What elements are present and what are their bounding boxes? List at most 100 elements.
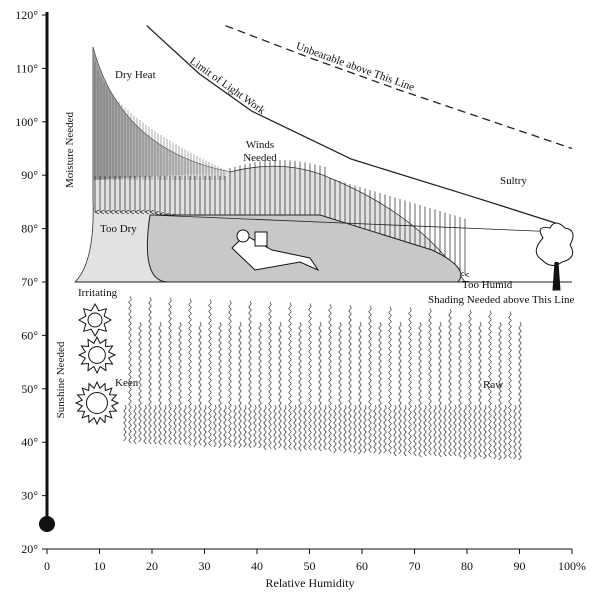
squiggle	[188, 298, 192, 446]
x-tick-label: 100%	[558, 559, 586, 573]
squiggle	[343, 404, 347, 454]
squiggle	[448, 308, 452, 457]
squiggle	[383, 404, 387, 454]
limit-line	[146, 25, 557, 224]
annotation: Keen	[115, 377, 139, 389]
squiggle	[463, 404, 467, 460]
squiggle	[198, 321, 202, 446]
annotation: Dry Heat	[115, 69, 156, 81]
limit-line	[225, 25, 573, 150]
squiggle	[513, 404, 517, 460]
y-tick-label: 90°	[21, 168, 38, 182]
squiggle	[268, 301, 272, 449]
squiggle	[138, 321, 142, 443]
squiggle	[438, 321, 442, 458]
x-tick-label: 60	[356, 559, 368, 573]
comfort-zone	[146, 214, 462, 283]
annotation: Sultry	[500, 175, 527, 187]
sun-face	[86, 392, 108, 414]
squiggle	[278, 321, 282, 449]
squiggle	[403, 404, 407, 457]
squiggle	[208, 299, 212, 447]
squiggle	[203, 404, 207, 448]
y-label: Sunshine Needed	[55, 341, 67, 418]
tree-icon	[535, 222, 574, 291]
squiggle	[423, 404, 427, 457]
squiggle	[468, 309, 472, 457]
squiggle	[168, 297, 172, 445]
squiggle	[238, 321, 242, 449]
y-tick-label: 110°	[16, 61, 39, 75]
squiggle	[218, 321, 222, 449]
y-tick-label: 100°	[15, 115, 38, 129]
annotation: Irritating	[78, 287, 118, 299]
x-axis-label: Relative Humidity	[266, 576, 355, 590]
annotation: Too Humid	[462, 279, 513, 291]
squiggle	[483, 404, 487, 460]
squiggle	[143, 404, 147, 445]
squiggle	[328, 304, 332, 452]
squiggle	[473, 404, 477, 460]
x-tick-label: 80	[461, 559, 473, 573]
squiggle	[248, 300, 252, 449]
sun-face	[88, 346, 106, 364]
squiggle	[398, 321, 402, 455]
squiggle	[173, 404, 177, 445]
squiggle	[158, 321, 162, 446]
squiggle	[133, 404, 137, 445]
squiggle	[228, 300, 232, 448]
squiggle	[163, 404, 167, 445]
squiggle	[123, 404, 127, 442]
x-tick-label: 20	[146, 559, 158, 573]
squiggle	[223, 404, 227, 448]
x-tick-label: 50	[304, 559, 316, 573]
squiggle	[193, 404, 197, 448]
squiggle	[298, 321, 302, 452]
squiggle	[368, 305, 372, 453]
squiggle	[283, 404, 287, 451]
x-tick-label: 30	[199, 559, 211, 573]
squiggle	[358, 321, 362, 455]
squiggle	[253, 404, 257, 448]
dry-heat-shade	[93, 47, 230, 180]
squiggle	[378, 321, 382, 455]
squiggle	[433, 404, 437, 457]
squiggle	[393, 404, 397, 457]
squiggle	[128, 296, 132, 444]
squiggle	[313, 404, 317, 451]
x-tick-label: 40	[251, 559, 263, 573]
squiggle	[498, 321, 502, 461]
sunshine-hatching	[123, 296, 522, 461]
x-tick-label: 70	[409, 559, 421, 573]
squiggle	[458, 321, 462, 458]
limit-label: Unbearable above This Line	[294, 40, 416, 93]
squiggle	[183, 404, 187, 445]
squiggle	[308, 303, 312, 451]
squiggle	[493, 404, 497, 460]
squiggle	[213, 404, 217, 448]
y-tick-label: 70°	[21, 275, 38, 289]
squiggle	[338, 321, 342, 452]
squiggle	[503, 404, 507, 460]
annotation: Shading Needed above This Line	[428, 294, 575, 306]
annotation: Winds Needed	[243, 139, 277, 164]
squiggle	[413, 404, 417, 457]
squiggle	[258, 321, 262, 449]
y-label: Moisture Needed	[64, 111, 76, 188]
squiggle	[418, 321, 422, 458]
squiggle	[293, 404, 297, 451]
squiggle	[453, 404, 457, 457]
squiggle	[233, 404, 237, 448]
y-tick-label: 50°	[21, 382, 38, 396]
squiggle	[518, 321, 522, 461]
y-tick-label: 20°	[21, 542, 38, 556]
squiggle	[353, 404, 357, 454]
squiggle	[428, 308, 432, 456]
squiggle	[363, 404, 367, 454]
squiggle	[373, 404, 377, 454]
y-tick-label: 60°	[21, 328, 38, 342]
squiggle	[273, 404, 277, 451]
annotation: Too Dry	[100, 223, 137, 235]
sun-icons	[74, 302, 120, 426]
y-tick-label: 80°	[21, 222, 38, 236]
